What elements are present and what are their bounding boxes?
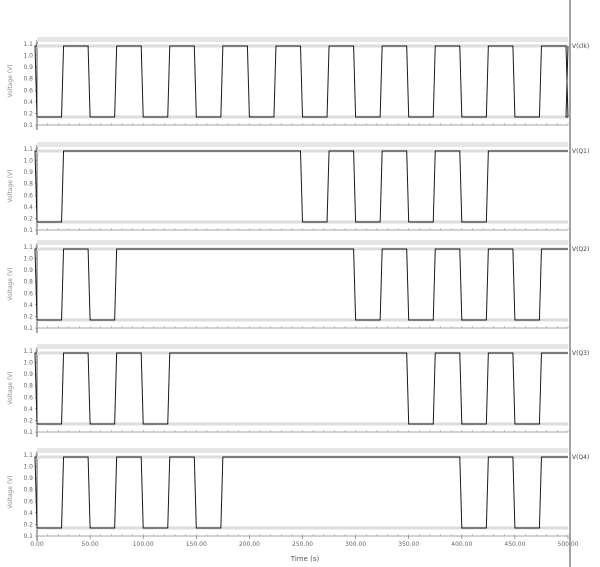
y-tick-label: 1.1 <box>23 244 33 251</box>
y-tick-label: 0.2 <box>23 215 33 222</box>
panel-4: 1.1 1.0 0.9 0.8 0.6 0.4 0.2 0.1 Voltage (V) V(Q3) <box>7 344 589 437</box>
y-tick-label: 0.8 <box>23 76 33 83</box>
y-axis-label: Voltage (V) <box>7 371 14 404</box>
signal-name-label: V(Q1) <box>572 148 589 155</box>
x-tick-label: 150.00 <box>186 541 207 548</box>
y-tick-label: 0.2 <box>23 521 33 528</box>
y-tick-label: 1.1 <box>23 146 33 153</box>
signal-name-label: V(Q4) <box>572 454 589 461</box>
x-axis-label: Time (s) <box>290 555 320 563</box>
y-tick-label: 1.0 <box>23 464 33 471</box>
waveform-trace <box>34 150 568 223</box>
y-tick-label: 1.1 <box>23 452 33 459</box>
panel-1: 1.1 1.0 0.9 0.8 0.6 0.4 0.2 0.1 Voltage (V) V(clk… <box>7 37 589 130</box>
x-tick-label: 500.00 <box>558 541 579 548</box>
panel-2: 1.1 1.0 0.9 0.8 0.6 0.4 0.2 0.1 Voltage (V) V(Q1) <box>7 142 589 235</box>
x-axis: 0.00 50.00 100.00 150.00 200.00 250.00 300.00 3… <box>30 536 579 548</box>
waveform-trace <box>34 248 568 321</box>
waveform-trace <box>34 352 568 425</box>
waveform-trace <box>34 456 568 529</box>
signal-name-label: V(Q2) <box>572 246 589 253</box>
y-tick-label: 0.9 <box>23 475 33 482</box>
x-tick-label: 350.00 <box>398 541 419 548</box>
y-tick-label: 0.4 <box>23 99 33 106</box>
x-tick-label: 100.00 <box>133 541 154 548</box>
y-tick-label: 0.9 <box>23 169 33 176</box>
panel-top-band <box>37 240 568 245</box>
y-tick-label: 0.9 <box>23 267 33 274</box>
panel-top-band <box>37 344 568 349</box>
panel-3: 1.1 1.0 0.9 0.8 0.6 0.4 0.2 0.1 Voltage (V) V(Q2) <box>7 240 589 333</box>
panels-group: 1.1 1.0 0.9 0.8 0.6 0.4 0.2 0.1 Voltage (V) V(clk… <box>7 37 589 541</box>
y-tick-label: 0.2 <box>23 417 33 424</box>
y-tick-label: 0.9 <box>23 64 33 71</box>
y-tick-label: 0.8 <box>23 279 33 286</box>
x-tick-label: 50.00 <box>82 541 99 548</box>
y-tick-label: 0.1 <box>23 325 33 332</box>
y-tick-label: 0.4 <box>23 204 33 211</box>
y-axis-label: Voltage (V) <box>7 267 14 300</box>
y-tick-label: 0.1 <box>23 429 33 436</box>
x-tick-label: 300.00 <box>345 541 366 548</box>
y-tick-label: 0.6 <box>23 498 33 505</box>
waveform-trace <box>34 45 569 118</box>
y-tick-label: 0.4 <box>23 510 33 517</box>
y-tick-label: 0.6 <box>23 394 33 401</box>
y-tick-label: 1.0 <box>23 360 33 367</box>
y-axis-label: Voltage (V) <box>7 169 14 202</box>
y-tick-label: 0.1 <box>23 533 33 540</box>
y-tick-label: 0.1 <box>23 227 33 234</box>
y-tick-label: 1.0 <box>23 256 33 263</box>
y-tick-label: 0.8 <box>23 487 33 494</box>
y-tick-label: 0.6 <box>23 192 33 199</box>
y-tick-label: 0.9 <box>23 371 33 378</box>
y-tick-label: 0.2 <box>23 110 33 117</box>
y-tick-label: 0.6 <box>23 290 33 297</box>
y-tick-label: 1.0 <box>23 53 33 60</box>
x-tick-label: 400.00 <box>451 541 472 548</box>
y-tick-label: 0.4 <box>23 302 33 309</box>
panel-top-band <box>37 37 568 42</box>
panel-top-band <box>37 448 568 453</box>
y-tick-label: 0.6 <box>23 87 33 94</box>
signal-name-label: V(clk) <box>572 43 589 50</box>
y-tick-label: 0.1 <box>23 122 33 129</box>
panel-5: 1.1 1.0 0.9 0.8 0.6 0.4 0.2 0.1 Voltage (V) V(Q4) <box>7 448 589 541</box>
y-tick-label: 0.8 <box>23 383 33 390</box>
x-tick-label: 450.00 <box>504 541 525 548</box>
x-tick-label: 200.00 <box>239 541 260 548</box>
y-axis-label: Voltage (V) <box>7 64 14 97</box>
y-tick-label: 1.1 <box>23 41 33 48</box>
y-axis-label: Voltage (V) <box>7 475 14 508</box>
y-tick-label: 1.1 <box>23 348 33 355</box>
y-tick-label: 0.4 <box>23 406 33 413</box>
x-tick-label: 250.00 <box>292 541 313 548</box>
y-tick-label: 1.0 <box>23 158 33 165</box>
panel-top-band <box>37 142 568 147</box>
y-tick-label: 0.8 <box>23 181 33 188</box>
signal-name-label: V(Q3) <box>572 350 589 357</box>
y-tick-label: 0.2 <box>23 313 33 320</box>
x-tick-label: 0.00 <box>30 541 44 548</box>
